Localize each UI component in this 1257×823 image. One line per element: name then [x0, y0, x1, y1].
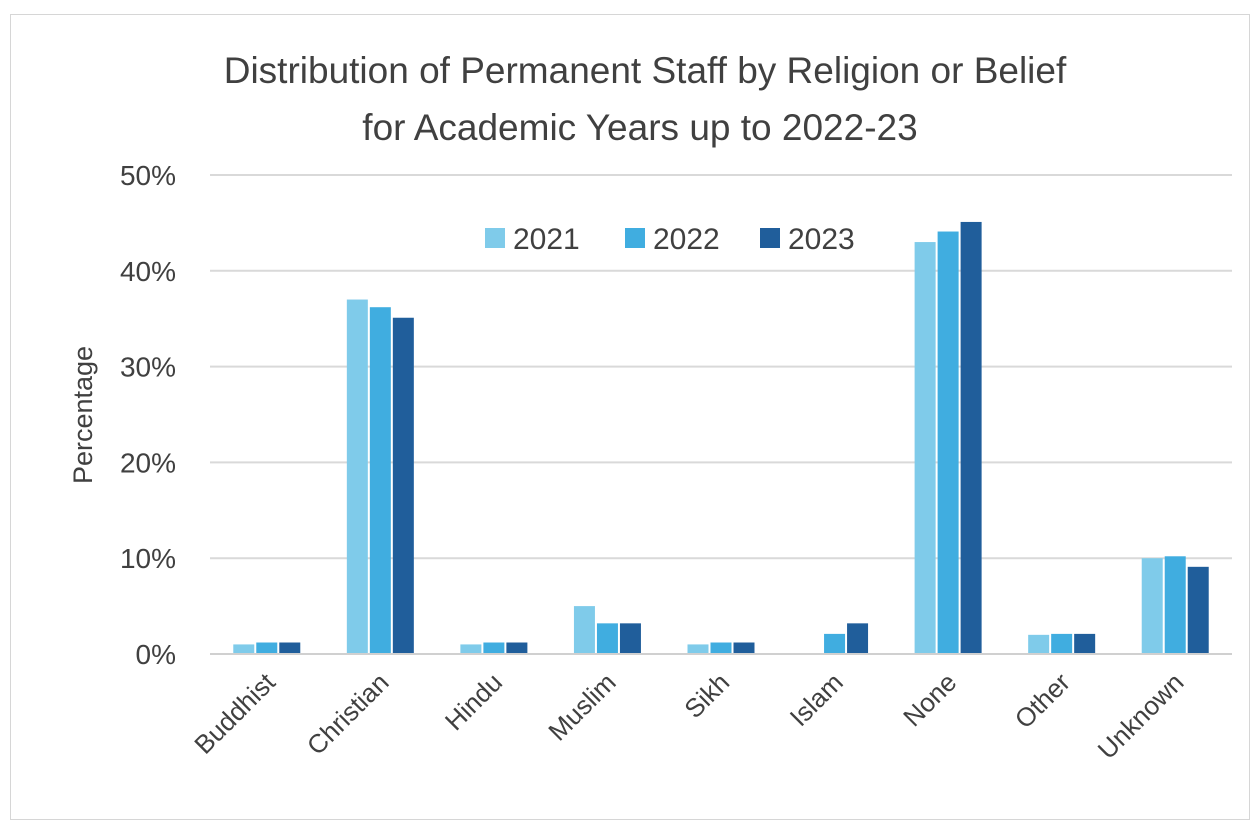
x-tick-label: Islam: [784, 667, 849, 732]
bar-none-2022: [937, 231, 959, 654]
bar-unknown-2021: [1141, 558, 1163, 654]
legend-label: 2022: [653, 223, 720, 256]
legend-label: 2023: [788, 223, 855, 256]
bar-christian-2022: [369, 307, 391, 654]
bar-muslim-2021: [573, 606, 595, 654]
bar-hindu-2023: [506, 642, 528, 654]
x-tick-label: Hindu: [439, 667, 508, 736]
bar-sikh-2021: [687, 644, 709, 654]
y-tick-label: 40%: [120, 256, 176, 287]
bar-none-2023: [960, 221, 982, 654]
bar-other-2021: [1028, 634, 1050, 654]
bars: [233, 221, 1209, 654]
chart-title: Distribution of Permanent Staff by Relig…: [224, 50, 1067, 148]
bar-christian-2021: [346, 299, 368, 654]
bar-muslim-2023: [619, 623, 641, 654]
bar-unknown-2023: [1187, 566, 1209, 654]
y-tick-label: 20%: [120, 447, 176, 478]
bar-other-2022: [1051, 633, 1073, 654]
bar-buddhist-2023: [279, 642, 301, 654]
x-tick-label: Other: [1009, 667, 1076, 734]
bar-hindu-2022: [483, 642, 505, 654]
bar-other-2023: [1074, 633, 1096, 654]
legend-label: 2021: [513, 223, 580, 256]
x-tick-label: Buddhist: [188, 666, 281, 759]
x-tick-label: None: [897, 667, 962, 732]
chart-title-line-2: for Academic Years up to 2022-23: [362, 107, 917, 148]
bar-christian-2023: [392, 317, 414, 654]
bar-islam-2022: [824, 633, 846, 654]
legend-swatch-2021: [485, 228, 505, 248]
x-tick-label: Sikh: [678, 667, 735, 724]
x-axis-categories: Buddhist Christian Hindu Muslim Sikh Islam Non…: [188, 666, 1189, 764]
bar-buddhist-2021: [233, 644, 255, 654]
chart-frame: [10, 14, 1250, 820]
x-tick-label: Muslim: [542, 667, 621, 746]
y-tick-label: 30%: [120, 352, 176, 383]
y-tick-label: 10%: [120, 543, 176, 574]
bar-none-2021: [914, 242, 936, 654]
bar-unknown-2022: [1164, 556, 1186, 654]
bar-buddhist-2022: [256, 642, 278, 654]
bar-islam-2023: [847, 623, 869, 654]
x-tick-label: Unknown: [1092, 667, 1190, 765]
y-axis-title: Percentage: [68, 346, 98, 484]
y-tick-label: 50%: [120, 160, 176, 191]
bar-muslim-2022: [596, 623, 618, 654]
y-axis-ticks: 0% 10% 20% 30% 40% 50%: [120, 160, 176, 670]
legend-swatch-2023: [760, 228, 780, 248]
y-tick-label: 0%: [136, 639, 176, 670]
bar-hindu-2021: [460, 644, 482, 654]
bar-sikh-2022: [710, 642, 732, 654]
bar-sikh-2023: [733, 642, 755, 654]
legend-swatch-2022: [625, 228, 645, 248]
legend: 2021 2022 2023: [485, 223, 855, 256]
x-tick-label: Christian: [301, 667, 395, 761]
chart-title-line-1: Distribution of Permanent Staff by Relig…: [224, 50, 1067, 91]
